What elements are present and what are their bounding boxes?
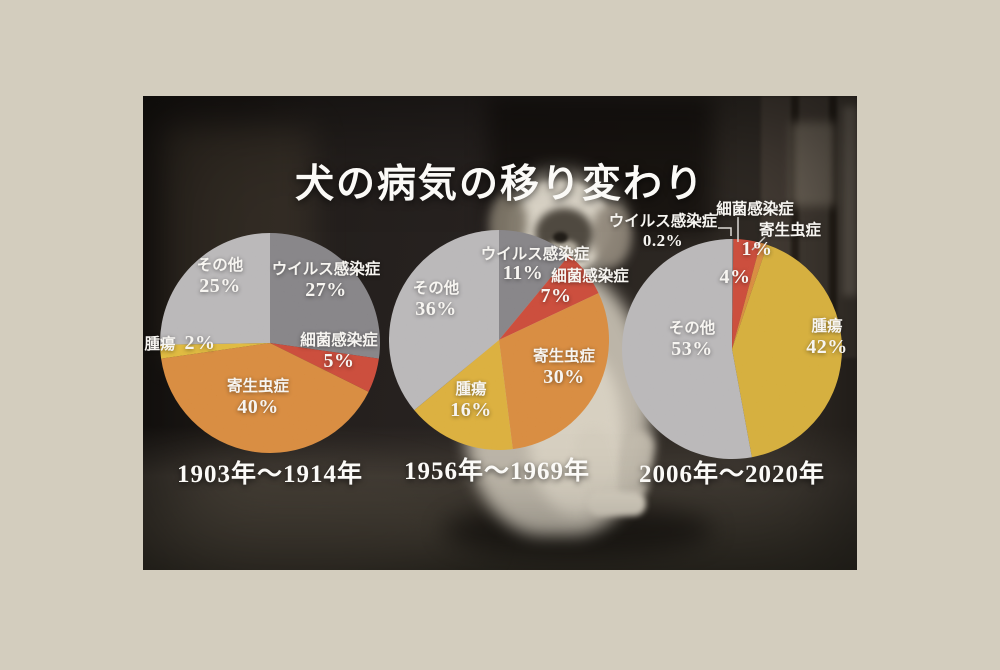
label-bacteria-1903: 細菌感染症 5% xyxy=(300,332,378,374)
slice-name: 寄生虫症 xyxy=(758,221,822,239)
label-bacteria-percent-2006: 4% xyxy=(719,266,751,289)
photo-window-pane xyxy=(791,122,835,206)
slice-name: 細菌感染症 xyxy=(300,332,378,350)
slice-percent: 5% xyxy=(323,350,355,373)
slice-percent: 27% xyxy=(305,279,347,302)
photo-window-pane-right xyxy=(843,106,857,296)
chart-caption-1956-1969: 1956年〜1969年 xyxy=(403,458,591,485)
slice-percent: 0.2% xyxy=(642,231,684,251)
label-others-1903: その他 25% xyxy=(197,257,244,299)
slice-name: その他 xyxy=(412,280,460,298)
photo-floor-highlight xyxy=(143,476,473,570)
dog-paw xyxy=(588,492,646,516)
page-title: 犬の病気の移り変わり xyxy=(294,163,706,207)
slice-percent: 42% xyxy=(806,336,848,359)
label-bacteria-2006: 細菌感染症 xyxy=(716,201,794,219)
slice-name: 寄生虫症 xyxy=(532,348,596,366)
slice-name: ウイルス感染症 xyxy=(480,245,590,263)
label-virus-percent-1956: 11% xyxy=(502,262,544,285)
slice-percent: 2% xyxy=(184,332,216,355)
slice-percent: 36% xyxy=(415,298,457,321)
label-tumor-2006: 腫瘍 42% xyxy=(806,318,848,360)
chart-caption-1903-1914: 1903年〜1914年 xyxy=(176,461,364,488)
dog-nose xyxy=(553,232,568,243)
slice-name: ウイルス感染症 xyxy=(608,212,718,230)
slice-percent: 40% xyxy=(237,396,279,419)
slice-name: その他 xyxy=(196,257,244,275)
slice-percent: 30% xyxy=(543,366,585,389)
label-parasite-percent-2006: 1% xyxy=(741,238,773,261)
label-parasite-2006: 寄生虫症 xyxy=(759,222,821,240)
label-virus-1903: ウイルス感染症 27% xyxy=(272,261,381,303)
pie-grain-texture xyxy=(160,233,380,453)
label-others-2006: その他 53% xyxy=(669,320,716,362)
label-parasite-1903: 寄生虫症 40% xyxy=(227,378,289,420)
pie-grain-texture xyxy=(389,230,609,450)
label-tumor-1956: 腫瘍 16% xyxy=(450,381,492,423)
slice-name: その他 xyxy=(668,320,716,338)
pie-chart-1903-1914 xyxy=(160,233,380,453)
label-tumor-1903: 腫瘍 2% xyxy=(144,332,215,356)
slice-name: ウイルス感染症 xyxy=(271,261,381,279)
slice-percent: 16% xyxy=(450,399,492,422)
dog-ear-right xyxy=(591,204,631,266)
pie-chart-1956-1969 xyxy=(389,230,609,450)
slice-percent: 25% xyxy=(199,275,241,298)
slice-name: 腫瘍 xyxy=(811,318,843,336)
slice-percent: 53% xyxy=(671,338,713,361)
slice-name: 腫瘍 xyxy=(144,336,176,354)
pie-grain-texture xyxy=(622,239,842,459)
chart-caption-2006-2020: 2006年〜2020年 xyxy=(638,461,826,488)
slice-name: 腫瘍 xyxy=(455,381,487,399)
label-others-1956: その他 36% xyxy=(413,280,460,322)
label-bacteria-1956: 細菌感染症 xyxy=(551,268,629,286)
slice-name: 細菌感染症 xyxy=(716,200,794,218)
slice-name: 細菌感染症 xyxy=(551,267,629,285)
infographic-card: 犬の病気の移り変わり その他 25% ウイルス感染症 27% 細菌感染症 5% … xyxy=(143,96,857,570)
label-parasite-1956: 寄生虫症 30% xyxy=(533,348,595,390)
label-virus-1956: ウイルス感染症 xyxy=(481,246,590,264)
slice-name: 寄生虫症 xyxy=(226,378,290,396)
pie-chart-2006-2020 xyxy=(622,239,842,459)
label-bacteria-percent-1956: 7% xyxy=(540,285,572,308)
label-virus-2006: ウイルス感染症 0.2% xyxy=(609,213,718,251)
